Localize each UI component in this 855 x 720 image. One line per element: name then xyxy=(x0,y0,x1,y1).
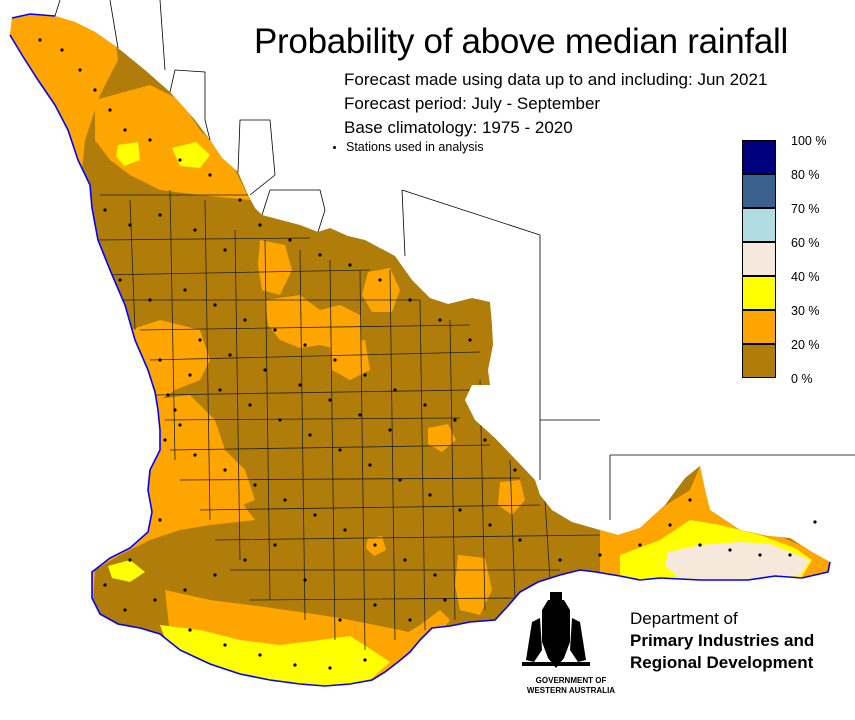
coastline xyxy=(9,13,831,687)
legend-label: 30 % xyxy=(791,304,820,318)
district-boundaries xyxy=(94,189,601,651)
legend-label: 80 % xyxy=(791,168,820,182)
outer-region-boundaries xyxy=(54,0,855,520)
forecast-made-text: Forecast made using data up to and inclu… xyxy=(344,70,768,89)
department-name: Department of Primary Industries and Reg… xyxy=(630,608,814,674)
legend-label: 20 % xyxy=(791,338,820,352)
department-line-2: Primary Industries and xyxy=(630,631,815,650)
government-line-1: GOVERNMENT OF xyxy=(535,676,607,685)
department-line-3: Regional Development xyxy=(630,653,814,672)
station-dots xyxy=(38,38,817,670)
legend-label: 40 % xyxy=(791,270,820,284)
zone-40-60 xyxy=(665,542,810,580)
legend-swatch-30-40 xyxy=(742,276,776,310)
legend-label: 0 % xyxy=(791,372,813,386)
stations-label: Stations used in analysis xyxy=(346,140,484,154)
legend-label: 70 % xyxy=(791,202,820,216)
department-line-1: Department of xyxy=(630,609,738,628)
government-label: GOVERNMENT OF WESTERN AUSTRALIA xyxy=(516,676,626,696)
station-dot-icon xyxy=(333,146,336,150)
legend-swatch-0-20 xyxy=(742,344,776,378)
map-title: Probability of above median rainfall xyxy=(254,22,788,61)
legend-swatch-20-30 xyxy=(742,310,776,344)
government-line-2: WESTERN AUSTRALIA xyxy=(526,686,616,695)
legend-label: 100 % xyxy=(791,134,827,148)
legend-swatch-40-60 xyxy=(742,242,776,276)
legend-swatch-80-100 xyxy=(742,140,776,174)
stations-legend: Stations used in analysis xyxy=(333,140,484,154)
legend-swatch-60-70 xyxy=(742,208,776,242)
government-crest-logo xyxy=(522,592,590,668)
legend-swatch-70-80 xyxy=(742,174,776,208)
legend-label: 60 % xyxy=(791,236,820,250)
forecast-period-text: Forecast period: July - September xyxy=(344,94,601,113)
base-climatology-text: Base climatology: 1975 - 2020 xyxy=(344,118,573,137)
